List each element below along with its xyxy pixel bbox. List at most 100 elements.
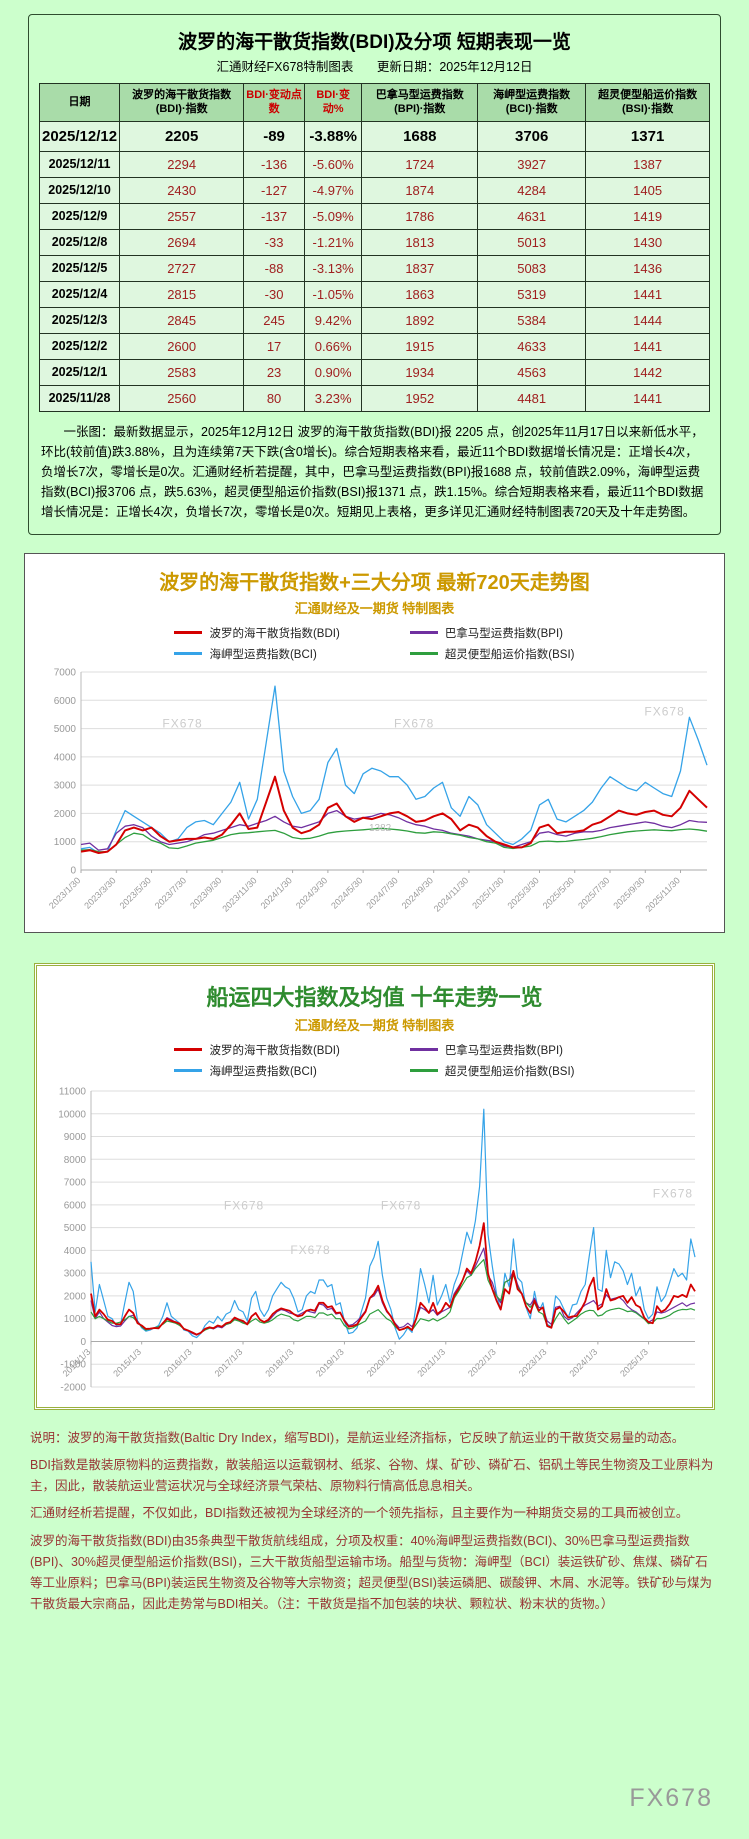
chart-10y-legend: 波罗的海干散货指数(BDI) 巴拿马型运费指数(BPI) 海岬型运费指数(BCI) 超…: [174, 1042, 575, 1079]
value-cell: 5083: [477, 254, 587, 282]
chart-10y-plot: -2000 -1000 0 1000 2000 3000 4000 5000 6000 7000 8…: [58, 1086, 696, 1393]
legend-label: 超灵便型船运价指数(BSI): [444, 1065, 575, 1078]
x-tick-label: 2024/3/30: [293, 875, 328, 910]
value-cell: 4481: [477, 384, 587, 412]
chart-watermark: FX678: [380, 1198, 420, 1212]
y-tick-label: 0: [70, 865, 76, 876]
chart-720-legend: 波罗的海干散货指数(BDI) 巴拿马型运费指数(BPI) 海岬型运费指数(BCI) 超…: [174, 625, 575, 662]
chart-watermark: FX678: [644, 704, 684, 718]
x-tick-label: 2016/1/3: [161, 1346, 193, 1378]
value-cell: 1387: [585, 150, 710, 178]
x-tick-label: 2025/3/30: [505, 875, 540, 910]
value-cell: -3.13%: [303, 254, 363, 282]
x-tick-label: 2023/7/30: [152, 875, 187, 910]
chart-720-section: 波罗的海干散货指数+三大分项 最新720天走势图 汇通财经及一期货 特制图表 波…: [24, 552, 725, 933]
header-row: 日期 波罗的海干散货指数(BDI)·指数 BDI·变动点数 BDI·变动% 巴拿马型运费…: [38, 83, 710, 122]
chart-watermark: FX678: [162, 716, 202, 730]
legend-item: 海岬型运费指数(BCI): [174, 1063, 339, 1079]
value-cell: 1441: [585, 280, 710, 308]
value-cell: 1430: [585, 228, 710, 256]
x-tick-label: 2025/5/30: [540, 875, 575, 910]
table-row: 2025/12/8 2694 -33 -1.21% 1813 5013 1430: [38, 228, 710, 256]
value-cell: 2205: [119, 120, 245, 152]
series-line-BSI: [80, 827, 707, 853]
date-cell: 2025/12/12: [38, 120, 121, 152]
value-cell: 4284: [477, 176, 587, 204]
table-row: 2025/12/1 2583 23 0.90% 1934 4563 1442: [38, 358, 710, 386]
chart-10y-section: 船运四大指数及均值 十年走势一览 汇通财经及一期货 特制图表 波罗的海干散货指数…: [34, 962, 715, 1410]
legend-label: 波罗的海干散货指数(BDI): [209, 1044, 340, 1057]
x-tick-label: 2024/7/30: [364, 875, 399, 910]
date-cell: 2025/11/28: [38, 384, 121, 412]
fx678-watermark: FX678: [629, 1784, 713, 1812]
chart-watermark: FX678: [290, 1242, 330, 1256]
y-tick-label: 1000: [63, 1314, 86, 1325]
date-cell: 2025/12/10: [38, 176, 121, 204]
page-title: 波罗的海干散货指数(BDI)及分项 短期表现一览: [178, 32, 571, 53]
date-cell: 2025/12/11: [38, 150, 121, 178]
source-label: 汇通财经FX678特制图表: [216, 60, 354, 74]
legend-swatch: [174, 1069, 203, 1073]
chart-720-plot: 0 1000 2000 3000 4000 5000 6000 7000 FX678 FX678 F…: [47, 667, 708, 913]
legend-label: 巴拿马型运费指数(BPI): [444, 627, 564, 640]
value-cell: 1371: [585, 120, 710, 152]
value-cell: 1724: [361, 150, 479, 178]
series-line-BCI: [89, 1108, 696, 1340]
value-cell: -30: [243, 280, 305, 308]
x-tick-label: 2024/9/30: [399, 875, 434, 910]
update-date: 更新日期：2025年12月12日: [376, 60, 533, 74]
column-header: 超灵便型船运价指数(BSI)·指数: [585, 83, 710, 122]
value-cell: 2845: [119, 306, 245, 334]
value-cell: -88: [243, 254, 305, 282]
table-row: 2025/12/4 2815 -30 -1.05% 1863 5319 1441: [38, 280, 710, 308]
x-tick-label: 2024/5/30: [329, 875, 364, 910]
legend-item: 巴拿马型运费指数(BPI): [409, 1042, 575, 1058]
value-cell: -1.21%: [303, 228, 363, 256]
value-cell: 1934: [361, 358, 479, 386]
table-note: 一张图：最新数据显示，2025年12月12日 波罗的海干散货指数(BDI)报 2…: [41, 424, 704, 519]
table-row: 2025/12/9 2557 -137 -5.09% 1786 4631 1419: [38, 202, 710, 230]
value-cell: 17: [243, 332, 305, 360]
legend-label: 海岬型运费指数(BCI): [209, 1065, 317, 1078]
value-cell: 5384: [477, 306, 587, 334]
column-header: 巴拿马型运费指数(BPI)·指数: [361, 83, 479, 122]
value-cell: 1813: [361, 228, 479, 256]
chart-10y-title: 船运四大指数及均值 十年走势一览: [206, 984, 543, 1010]
footer-notes: 说明：波罗的海干散货指数(Baltic Dry Index，缩写BDI)，是航运…: [30, 1428, 719, 1616]
value-cell: 1442: [585, 358, 710, 386]
x-tick-label: 2020/1/3: [364, 1346, 396, 1378]
y-tick-label: 2000: [63, 1291, 86, 1302]
legend-item: 波罗的海干散货指数(BDI): [174, 625, 340, 641]
legend-label: 超灵便型船运价指数(BSI): [444, 648, 575, 661]
legend-label: 海岬型运费指数(BCI): [209, 648, 317, 661]
value-cell: -136: [243, 150, 305, 178]
x-tick-label: 2025/1/30: [470, 875, 505, 910]
table-row: 2025/12/10 2430 -127 -4.97% 1874 4284 1405: [38, 176, 710, 204]
value-cell: 1837: [361, 254, 479, 282]
value-cell: -3.88%: [303, 120, 363, 152]
table-row: 2025/12/5 2727 -88 -3.13% 1837 5083 1436: [38, 254, 710, 282]
table-body: 2025/12/12 2205 -89 -3.88% 1688 3706 1371 2025/…: [38, 120, 710, 412]
footer-paragraph-4: 波罗的海干散货指数(BDI)由35条典型干散货航线组成，分项及权重：40%海岬型…: [30, 1533, 712, 1612]
value-cell: 1405: [585, 176, 710, 204]
y-tick-label: 5000: [63, 1223, 86, 1234]
chart-720-subtitle: 汇通财经及一期货 特制图表: [294, 600, 455, 616]
x-tick-label: 2023/5/30: [117, 875, 152, 910]
date-cell: 2025/12/4: [38, 280, 121, 308]
legend-swatch: [409, 1048, 438, 1052]
footer-paragraph-1: 说明：波罗的海干散货指数(Baltic Dry Index，缩写BDI)，是航运…: [30, 1430, 685, 1445]
bdi-table: 日期 波罗的海干散货指数(BDI)·指数 BDI·变动点数 BDI·变动% 巴拿马型运费…: [38, 83, 710, 412]
value-cell: 0.66%: [303, 332, 363, 360]
x-tick-label: 2019/1/3: [313, 1346, 345, 1378]
value-cell: 2430: [119, 176, 245, 204]
x-tick-label: 2015/1/3: [111, 1346, 143, 1378]
value-cell: 1863: [361, 280, 479, 308]
value-cell: 4633: [477, 332, 587, 360]
series-line-BDI: [80, 775, 708, 854]
footer-paragraph-2: BDI指数是散装原物料的运费指数，散装船运以运载钢材、纸浆、谷物、煤、矿砂、磷矿…: [30, 1457, 714, 1494]
x-tick-label: 2024/11/30: [431, 875, 469, 913]
x-tick-label: 2024/1/3: [567, 1346, 599, 1378]
footer-paragraph-3: 汇通财经析若提醒，不仅如此，BDI指数还被视为全球经济的一个领先指标，且主要作为…: [30, 1506, 689, 1521]
x-tick-label: 2025/11/30: [643, 875, 681, 913]
x-tick-label: 2023/1/30: [47, 875, 82, 910]
